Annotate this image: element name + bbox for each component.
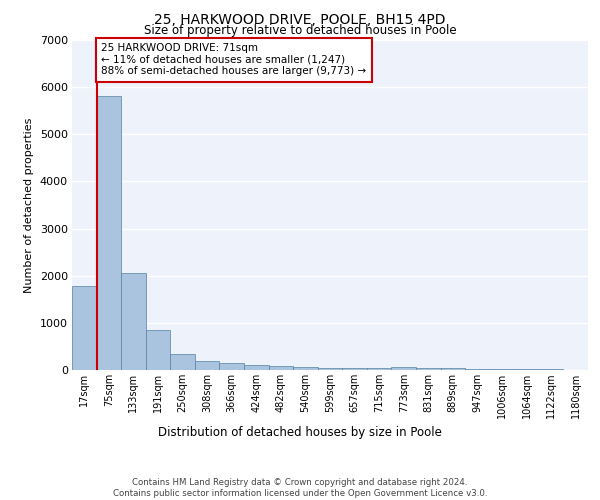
Bar: [146, 330, 170, 370]
Bar: [72, 286, 97, 370]
Bar: [97, 96, 121, 370]
Bar: [391, 368, 416, 370]
Bar: [220, 364, 244, 370]
Text: 25 HARKWOOD DRIVE: 71sqm
← 11% of detached houses are smaller (1,247)
88% of sem: 25 HARKWOOD DRIVE: 71sqm ← 11% of detach…: [101, 43, 367, 76]
Bar: [440, 368, 465, 370]
Text: Contains HM Land Registry data © Crown copyright and database right 2024.
Contai: Contains HM Land Registry data © Crown c…: [113, 478, 487, 498]
Text: 25, HARKWOOD DRIVE, POOLE, BH15 4PD: 25, HARKWOOD DRIVE, POOLE, BH15 4PD: [154, 12, 446, 26]
Text: Size of property relative to detached houses in Poole: Size of property relative to detached ho…: [143, 24, 457, 37]
Bar: [170, 354, 195, 370]
Bar: [269, 366, 293, 370]
Bar: [465, 368, 490, 370]
Bar: [244, 366, 269, 370]
Bar: [490, 369, 514, 370]
Bar: [367, 368, 391, 370]
Bar: [318, 368, 342, 370]
Bar: [514, 369, 539, 370]
Y-axis label: Number of detached properties: Number of detached properties: [24, 118, 34, 292]
Text: Distribution of detached houses by size in Poole: Distribution of detached houses by size …: [158, 426, 442, 439]
Bar: [121, 274, 146, 370]
Bar: [293, 368, 318, 370]
Bar: [195, 360, 220, 370]
Bar: [342, 368, 367, 370]
Bar: [416, 368, 440, 370]
